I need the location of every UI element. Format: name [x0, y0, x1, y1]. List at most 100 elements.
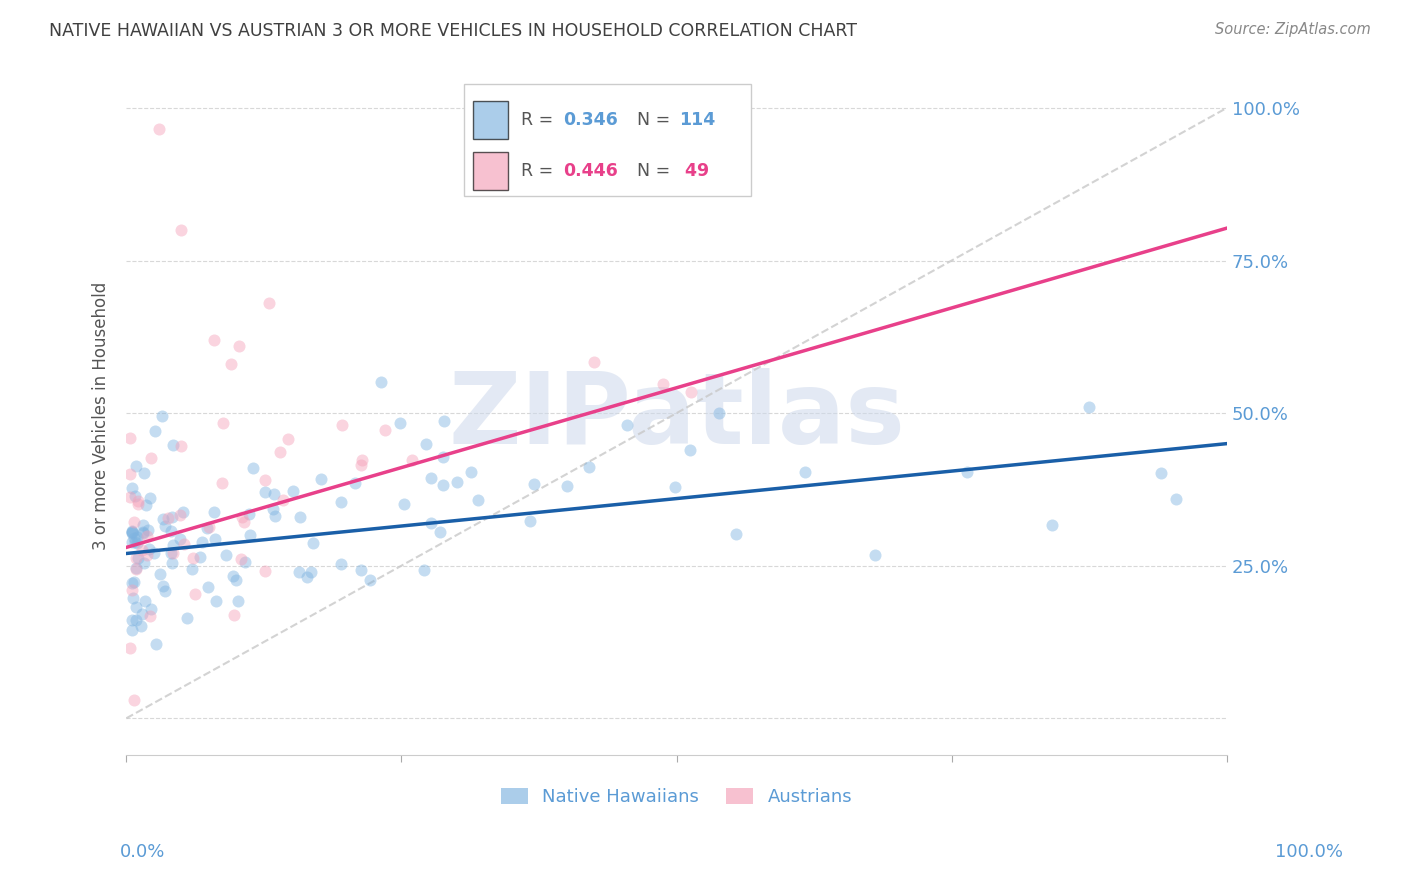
- Point: [350, 563, 373, 577]
- Point: [141, 451, 163, 466]
- Point: [160, 524, 183, 539]
- Point: [1078, 400, 1101, 414]
- Point: [254, 564, 277, 578]
- Point: [204, 532, 226, 546]
- Point: [273, 493, 295, 508]
- Point: [555, 479, 578, 493]
- Point: [121, 524, 143, 539]
- Point: [152, 512, 174, 526]
- Point: [578, 459, 600, 474]
- Point: [127, 530, 149, 544]
- Point: [359, 573, 381, 587]
- Point: [197, 580, 219, 594]
- Point: [157, 511, 180, 525]
- Point: [125, 613, 148, 627]
- Point: [121, 582, 143, 597]
- Point: [228, 339, 250, 353]
- Point: [121, 526, 143, 541]
- Point: [127, 497, 149, 511]
- Point: [131, 607, 153, 622]
- Point: [148, 122, 170, 136]
- Point: [211, 475, 233, 490]
- Point: [120, 641, 142, 656]
- Point: [127, 536, 149, 550]
- FancyBboxPatch shape: [472, 102, 508, 139]
- Point: [413, 563, 436, 577]
- Point: [176, 610, 198, 624]
- Y-axis label: 3 or more Vehicles in Household: 3 or more Vehicles in Household: [93, 282, 110, 550]
- Point: [212, 416, 235, 430]
- Point: [432, 478, 454, 492]
- Point: [121, 624, 143, 638]
- Point: [188, 550, 211, 565]
- Point: [120, 490, 142, 504]
- Text: 114: 114: [679, 112, 716, 129]
- Point: [231, 509, 253, 524]
- Point: [224, 607, 246, 622]
- Point: [343, 475, 366, 490]
- Point: [197, 520, 219, 534]
- Point: [181, 551, 204, 566]
- Point: [1149, 466, 1171, 480]
- Point: [170, 223, 193, 237]
- Point: [153, 518, 176, 533]
- Point: [139, 602, 162, 616]
- Point: [152, 578, 174, 592]
- Point: [401, 453, 423, 467]
- Text: 100.0%: 100.0%: [1275, 843, 1343, 861]
- Point: [582, 355, 605, 369]
- Point: [263, 487, 285, 501]
- Text: 0.346: 0.346: [564, 112, 617, 129]
- Point: [191, 534, 214, 549]
- Point: [121, 524, 143, 539]
- Point: [254, 485, 277, 500]
- Point: [134, 593, 156, 607]
- Point: [295, 569, 318, 583]
- Point: [121, 591, 143, 606]
- Point: [288, 565, 311, 579]
- Point: [233, 515, 256, 529]
- FancyBboxPatch shape: [464, 84, 751, 196]
- Point: [195, 521, 218, 535]
- Point: [429, 524, 451, 539]
- Point: [160, 557, 183, 571]
- Point: [121, 613, 143, 627]
- Point: [350, 453, 373, 467]
- Point: [242, 460, 264, 475]
- Point: [145, 637, 167, 651]
- Text: ZIPatlas: ZIPatlas: [449, 368, 905, 465]
- Text: 0.446: 0.446: [564, 162, 617, 180]
- Point: [121, 481, 143, 495]
- Point: [276, 432, 298, 446]
- Point: [184, 587, 207, 601]
- Point: [253, 473, 276, 487]
- Point: [238, 508, 260, 522]
- Point: [129, 619, 152, 633]
- Point: [162, 438, 184, 452]
- Point: [124, 489, 146, 503]
- Point: [138, 491, 160, 505]
- Point: [233, 555, 256, 569]
- Point: [460, 465, 482, 479]
- Point: [467, 492, 489, 507]
- Point: [134, 466, 156, 480]
- Point: [132, 517, 155, 532]
- Point: [259, 296, 281, 310]
- Point: [143, 546, 166, 560]
- Point: [135, 498, 157, 512]
- Point: [155, 584, 177, 599]
- Point: [121, 524, 143, 539]
- Point: [679, 385, 702, 400]
- Legend: Native Hawaiians, Austrians: Native Hawaiians, Austrians: [494, 780, 859, 814]
- Point: [143, 424, 166, 438]
- Point: [122, 693, 145, 707]
- Point: [420, 516, 443, 530]
- Point: [122, 574, 145, 589]
- Point: [863, 549, 886, 563]
- Point: [222, 569, 245, 583]
- Point: [350, 458, 373, 473]
- Point: [169, 508, 191, 522]
- Point: [121, 576, 143, 591]
- Point: [162, 545, 184, 559]
- Point: [202, 505, 225, 519]
